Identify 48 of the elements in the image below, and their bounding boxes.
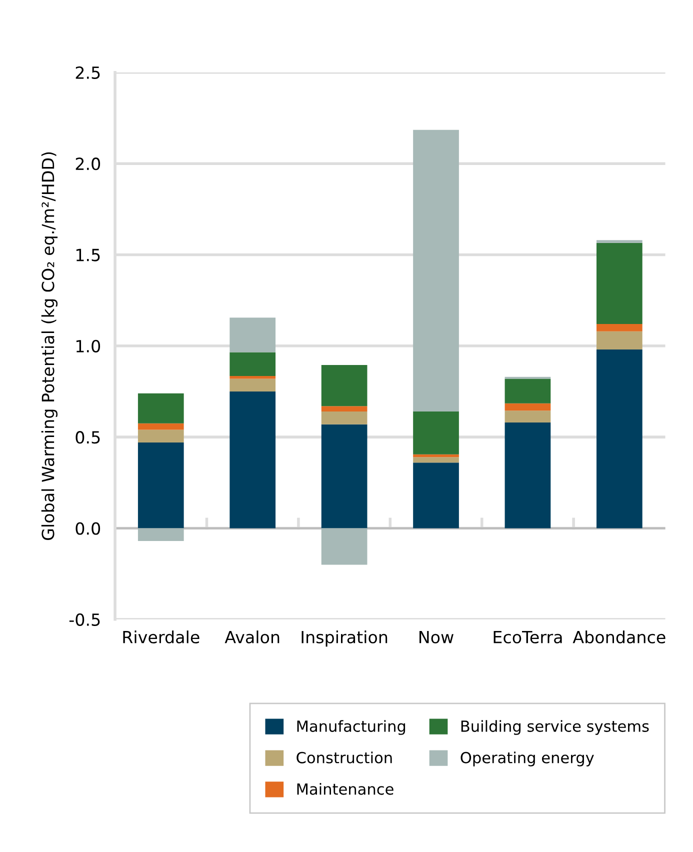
bar [321, 412, 368, 424]
bar [138, 528, 184, 542]
bar [321, 424, 368, 528]
bar [230, 352, 276, 376]
bar [413, 454, 459, 458]
x-tick-label: Now [420, 631, 454, 644]
bar [413, 412, 459, 454]
bar [138, 423, 184, 430]
y-tick-label: 1.0 [76, 340, 100, 352]
bar [596, 240, 642, 243]
x-tick-label: Abondance [572, 630, 666, 644]
bar [321, 528, 368, 565]
bar [413, 462, 459, 528]
y-tick-label: 0.0 [76, 522, 100, 535]
bar [504, 422, 551, 528]
bar [230, 318, 276, 352]
bar [596, 350, 642, 528]
bar [230, 378, 276, 392]
y-tick-label: 2.0 [76, 158, 100, 170]
x-tick-label: Avalon [224, 630, 280, 644]
bar [504, 410, 551, 422]
bar [230, 391, 276, 528]
bar [596, 324, 642, 332]
bar [504, 403, 551, 411]
bar [413, 457, 459, 463]
legend-label: Building service systems [461, 720, 649, 735]
legend-label: Construction [296, 752, 392, 764]
y-tick-label: 0.5 [76, 431, 100, 444]
bar [230, 376, 276, 379]
bar [321, 406, 368, 412]
legend-label: Operating energy [460, 752, 594, 766]
legend-label: Manufacturing [297, 720, 406, 735]
x-tick-label: Riverdale [123, 630, 200, 644]
bar [138, 393, 184, 424]
y-tick-label: 1.5 [76, 248, 100, 262]
y-axis-title: Global Warming Potential (kg CO₂ eq./m²/HDD) [41, 152, 58, 540]
bar [504, 378, 551, 404]
x-tick-label: EcoTerra [494, 631, 562, 644]
bar [138, 430, 184, 443]
bar [138, 442, 184, 528]
y-tick-label: -0.5 [69, 613, 100, 626]
bar [596, 331, 642, 350]
bar [321, 365, 368, 406]
x-tick-label: Inspiration [302, 630, 388, 647]
bar [413, 130, 459, 412]
y-tick-label: 2.5 [76, 66, 100, 79]
bar [596, 242, 642, 324]
legend-label: Maintenance [297, 783, 394, 795]
